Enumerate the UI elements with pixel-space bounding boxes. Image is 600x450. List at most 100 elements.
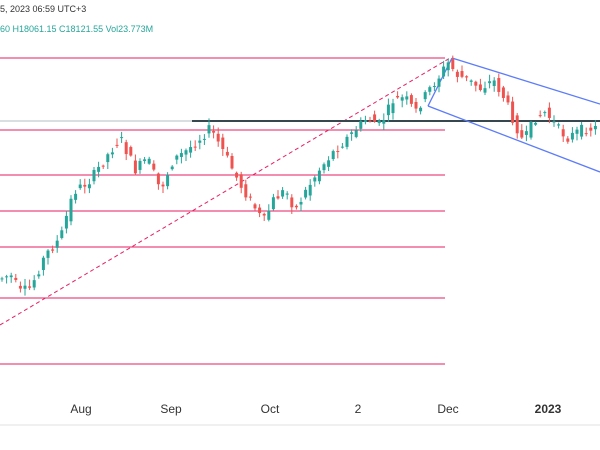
candle-body: [110, 152, 114, 155]
candle-104: [478, 78, 482, 92]
candle-body: [285, 193, 289, 195]
legend-ohlc: 60 H18061.15 C18121.55 Vol23.773M: [0, 24, 154, 34]
candle-20: [92, 167, 96, 185]
candle-body: [18, 285, 22, 289]
candle-69: [317, 167, 321, 185]
candle-body: [55, 240, 59, 248]
candle-25: [115, 138, 119, 149]
candle-59: [271, 193, 275, 211]
candle-body: [14, 277, 18, 280]
candle-body: [193, 146, 197, 148]
candle-57: [262, 212, 266, 221]
candle-body: [520, 130, 524, 138]
candle-body: [497, 78, 501, 92]
candle-63: [290, 194, 294, 214]
candle-115: [529, 120, 533, 140]
x-tick-label: 2: [355, 402, 362, 416]
candle-body: [396, 95, 400, 98]
candle-47: [216, 127, 220, 147]
candle-body: [235, 172, 239, 178]
candle-60: [276, 190, 280, 200]
candle-body: [87, 184, 91, 189]
candle-body: [198, 140, 202, 143]
candle-22: [101, 164, 105, 169]
candle-body: [511, 101, 515, 123]
candle-81: [373, 110, 377, 123]
candle-body: [377, 120, 381, 124]
candle-body: [570, 132, 574, 140]
candle-35: [161, 181, 165, 193]
candle-65: [299, 197, 303, 212]
candle-112: [515, 112, 519, 139]
candle-41: [189, 140, 193, 158]
candle-body: [400, 97, 404, 101]
dashed-trend-line: [0, 57, 451, 326]
candle-119: [547, 102, 551, 124]
candle-body: [483, 88, 487, 93]
candle-body: [382, 120, 386, 124]
candle-body: [327, 160, 331, 167]
candle-body: [92, 169, 96, 182]
candle-101: [465, 75, 469, 82]
candle-28: [129, 145, 133, 157]
candle-body: [179, 153, 183, 157]
candle-body: [202, 138, 206, 140]
candle-body: [290, 197, 294, 208]
candle-body: [593, 125, 597, 130]
candle-103: [474, 80, 478, 92]
candle-121: [557, 122, 561, 129]
candle-116: [534, 121, 538, 126]
candle-33: [152, 160, 156, 172]
candle-body: [0, 278, 4, 280]
candle-body: [580, 124, 584, 137]
candle-body: [478, 84, 482, 91]
candle-body: [221, 137, 225, 150]
candle-11: [51, 245, 55, 254]
candle-42: [193, 140, 197, 151]
candle-46: [212, 125, 216, 139]
candle-body: [575, 129, 579, 134]
candle-body: [313, 177, 317, 182]
candle-body: [363, 120, 367, 123]
candle-126: [580, 121, 584, 140]
candle-72: [331, 149, 335, 161]
candle-12: [55, 235, 59, 253]
candle-53: [244, 179, 248, 201]
candle-30: [138, 158, 142, 174]
candle-76: [350, 129, 354, 141]
candle-83: [382, 113, 386, 130]
candle-body: [368, 120, 372, 122]
candle-44: [202, 134, 206, 145]
candle-34: [156, 172, 160, 190]
candle-body: [501, 87, 505, 98]
candle-97: [446, 58, 450, 77]
candle-body: [336, 151, 340, 153]
candle-body: [271, 197, 275, 210]
candle-body: [345, 136, 349, 147]
candle-body: [409, 95, 413, 104]
candle-45: [207, 118, 211, 138]
candle-15: [69, 195, 73, 226]
candle-89: [409, 93, 413, 107]
x-tick-label: Oct: [261, 402, 280, 416]
candle-body: [170, 166, 174, 170]
candle-118: [543, 110, 547, 117]
candle-body: [428, 87, 432, 92]
candle-39: [179, 148, 183, 164]
candle-body: [405, 96, 409, 100]
candle-body: [359, 121, 363, 129]
candle-110: [506, 91, 510, 105]
candle-body: [281, 190, 285, 197]
candle-body: [267, 210, 271, 220]
candle-body: [276, 196, 280, 199]
candle-5: [23, 279, 27, 296]
candle-body: [23, 285, 27, 289]
candle-77: [354, 126, 358, 139]
candle-32: [147, 156, 151, 165]
candle-body: [294, 205, 298, 208]
candle-body: [60, 230, 64, 238]
candle-73: [336, 145, 340, 159]
candle-body: [552, 121, 556, 123]
candle-109: [501, 85, 505, 102]
